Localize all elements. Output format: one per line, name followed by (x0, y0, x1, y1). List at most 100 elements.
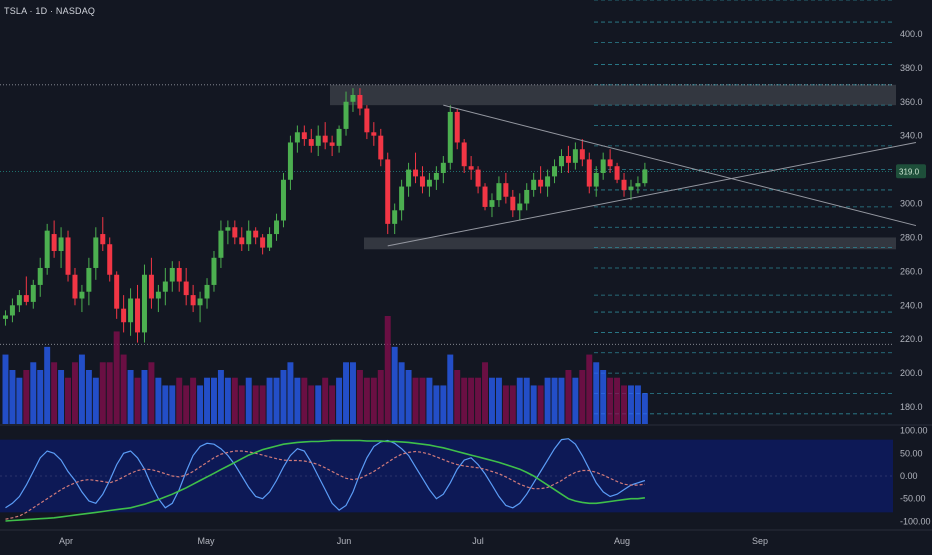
volume-bar (600, 370, 607, 424)
candle-body (58, 237, 64, 252)
candle-body (301, 132, 307, 140)
volume-bar (301, 377, 308, 424)
oscillator-axis-label: -50.00 (900, 494, 926, 504)
volume-bar (572, 377, 579, 424)
candle-body (176, 267, 182, 282)
volume-bar (308, 385, 315, 424)
volume-bar (266, 377, 273, 424)
candle-body (343, 101, 349, 129)
last-price-badge-text: 319.0 (899, 167, 920, 176)
candle-body (16, 295, 22, 306)
volume-bar (322, 377, 329, 424)
volume-bar (252, 385, 259, 424)
volume-bar (405, 370, 412, 424)
volume-bar (58, 370, 65, 424)
price-axis-label: 360.0 (900, 97, 923, 107)
candle-body (294, 132, 300, 143)
candle-body (572, 149, 578, 163)
volume-bar (224, 377, 231, 424)
volume-bar (565, 370, 572, 424)
candle-body (496, 183, 502, 201)
volume-bar (169, 385, 176, 424)
candle-body (65, 237, 71, 275)
volume-bar (363, 377, 370, 424)
candle-body (399, 186, 405, 211)
volume-bar (231, 377, 238, 424)
volume-bar (176, 377, 183, 424)
candle-body (287, 142, 293, 180)
candle-body (121, 308, 127, 323)
candle-body (475, 169, 481, 187)
candle-body (260, 237, 266, 248)
volume-bar (16, 377, 23, 424)
candle-body (503, 183, 509, 197)
volume-bar (391, 346, 398, 424)
candle-body (23, 295, 29, 302)
candle-body (204, 284, 210, 299)
candle-body (93, 237, 99, 268)
volume-bar (9, 370, 16, 424)
candle-body (565, 156, 571, 163)
price-axis-label: 220.0 (900, 334, 923, 344)
symbol-title: TSLA · 1D · NASDAQ (4, 6, 96, 16)
volume-bar (211, 377, 217, 424)
volume-bar (509, 385, 516, 424)
candle-body (593, 172, 599, 187)
volume-bar (377, 370, 384, 424)
candle-body (586, 159, 592, 187)
time-axis-label: May (197, 536, 215, 546)
candle-body (642, 169, 648, 184)
volume-bar (85, 370, 92, 424)
candle-body (447, 111, 453, 163)
candle-body (628, 186, 634, 190)
candle-body (538, 179, 544, 187)
candle-body (280, 179, 286, 221)
volume-bar (287, 362, 294, 424)
volume-bar (23, 370, 30, 424)
candle-body (218, 230, 224, 258)
candle-body (552, 166, 558, 177)
volume-bar (92, 377, 99, 424)
volume-bar (37, 370, 44, 424)
volume-bar (72, 362, 78, 424)
candle-body (621, 179, 627, 190)
candle-body (9, 305, 15, 316)
volume-bar (475, 377, 482, 424)
volume-bar (273, 377, 280, 424)
candle-body (30, 284, 36, 302)
volume-bar (398, 362, 405, 424)
candle-body (197, 298, 203, 306)
volume-bar (530, 385, 537, 424)
candle-body (107, 244, 113, 275)
price-axis-label: 200.0 (900, 368, 923, 378)
volume-bar (426, 377, 433, 424)
volume-bar (516, 377, 523, 424)
price-axis-label: 380.0 (900, 63, 923, 73)
volume-bar (523, 377, 530, 424)
volume-bar (614, 377, 621, 424)
volume-bar (621, 385, 627, 424)
volume-bar (329, 385, 336, 424)
candle-body (607, 159, 613, 167)
price-axis-label: 280.0 (900, 232, 923, 242)
volume-bar (343, 362, 349, 424)
time-axis-label: Jun (337, 536, 352, 546)
candle-body (419, 176, 425, 187)
volume-bar (558, 377, 565, 424)
candle-body (37, 267, 43, 285)
candle-body (79, 291, 85, 299)
volume-bar (370, 377, 377, 424)
volume-bar (78, 354, 85, 424)
candle-body (433, 172, 439, 180)
volume-bar (113, 331, 120, 424)
volume-bar (419, 377, 426, 424)
volume-bar (155, 377, 162, 424)
candle-body (635, 183, 641, 187)
candle-body (114, 274, 120, 309)
price-axis-label: 180.0 (900, 402, 923, 412)
candle-body (253, 230, 259, 238)
volume-bar (51, 362, 58, 424)
candle-body (440, 162, 446, 173)
